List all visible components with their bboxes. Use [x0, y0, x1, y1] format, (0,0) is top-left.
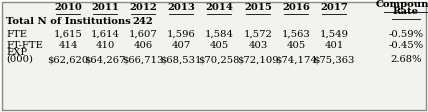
Text: $62,620: $62,620 [48, 55, 89, 64]
Text: $72,109: $72,109 [237, 55, 279, 64]
FancyBboxPatch shape [2, 2, 426, 110]
Text: 414: 414 [58, 41, 78, 50]
Text: $74,174: $74,174 [275, 55, 317, 64]
Text: 2016: 2016 [282, 3, 310, 12]
Text: $64,267: $64,267 [84, 55, 126, 64]
Text: 1,584: 1,584 [205, 30, 234, 39]
Text: FTE: FTE [6, 30, 27, 39]
Text: $70,258: $70,258 [198, 55, 240, 64]
Text: 2011: 2011 [91, 3, 119, 12]
Text: 1,607: 1,607 [129, 30, 158, 39]
Text: 1,572: 1,572 [244, 30, 273, 39]
Text: 1,614: 1,614 [90, 30, 119, 39]
Text: 2014: 2014 [205, 3, 233, 12]
Text: 1,615: 1,615 [54, 30, 83, 39]
Text: 242: 242 [133, 17, 153, 26]
Text: $66,713: $66,713 [122, 55, 163, 64]
Text: 406: 406 [134, 41, 152, 50]
Text: (000): (000) [6, 55, 33, 64]
Text: 410: 410 [95, 41, 115, 50]
Text: 407: 407 [171, 41, 190, 50]
Text: 2012: 2012 [129, 3, 157, 12]
Text: 2.68%: 2.68% [390, 55, 422, 64]
Text: 403: 403 [248, 41, 268, 50]
Text: 1,596: 1,596 [166, 30, 195, 39]
Text: 2015: 2015 [244, 3, 272, 12]
Text: EXP: EXP [6, 48, 27, 57]
Text: $75,363: $75,363 [313, 55, 355, 64]
Text: $68,531: $68,531 [160, 55, 202, 64]
Text: -0.45%: -0.45% [389, 41, 424, 50]
Text: Rate: Rate [393, 7, 419, 16]
Text: 1,549: 1,549 [319, 30, 348, 39]
Text: FT-FTE: FT-FTE [6, 41, 43, 50]
Text: Compound: Compound [376, 0, 428, 9]
Text: 2010: 2010 [54, 3, 82, 12]
Text: 2017: 2017 [320, 3, 348, 12]
Text: 2013: 2013 [167, 3, 195, 12]
Text: 401: 401 [324, 41, 344, 50]
Text: 405: 405 [286, 41, 306, 50]
Text: Total N of Institutions: Total N of Institutions [6, 17, 131, 26]
Text: 405: 405 [209, 41, 229, 50]
Text: 1,563: 1,563 [282, 30, 310, 39]
Text: -0.59%: -0.59% [389, 30, 423, 39]
